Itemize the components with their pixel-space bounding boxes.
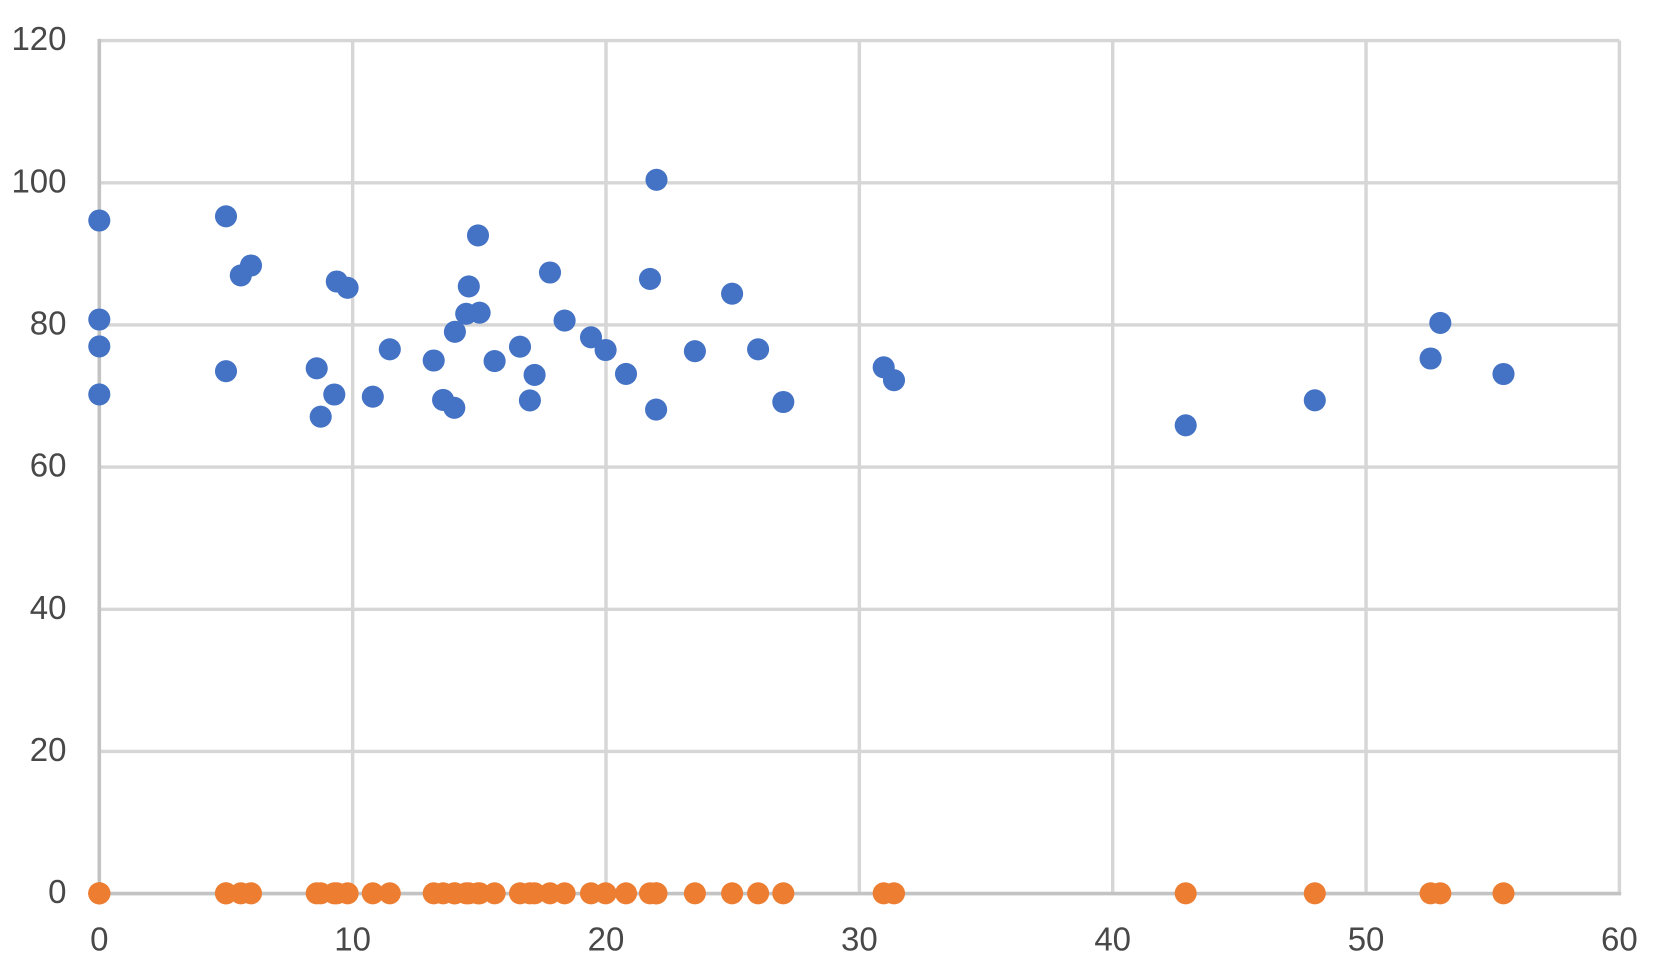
svg-text:60: 60 <box>30 447 67 484</box>
svg-text:40: 40 <box>30 589 67 626</box>
svg-text:20: 20 <box>588 921 625 958</box>
svg-text:30: 30 <box>841 921 878 958</box>
svg-text:120: 120 <box>11 20 66 57</box>
svg-text:20: 20 <box>30 731 67 768</box>
svg-text:60: 60 <box>1601 921 1638 958</box>
svg-text:80: 80 <box>30 305 67 342</box>
svg-text:100: 100 <box>11 162 66 199</box>
svg-text:50: 50 <box>1348 921 1385 958</box>
svg-text:0: 0 <box>48 873 66 910</box>
svg-text:40: 40 <box>1094 921 1131 958</box>
svg-text:10: 10 <box>334 921 371 958</box>
svg-text:0: 0 <box>90 921 108 958</box>
